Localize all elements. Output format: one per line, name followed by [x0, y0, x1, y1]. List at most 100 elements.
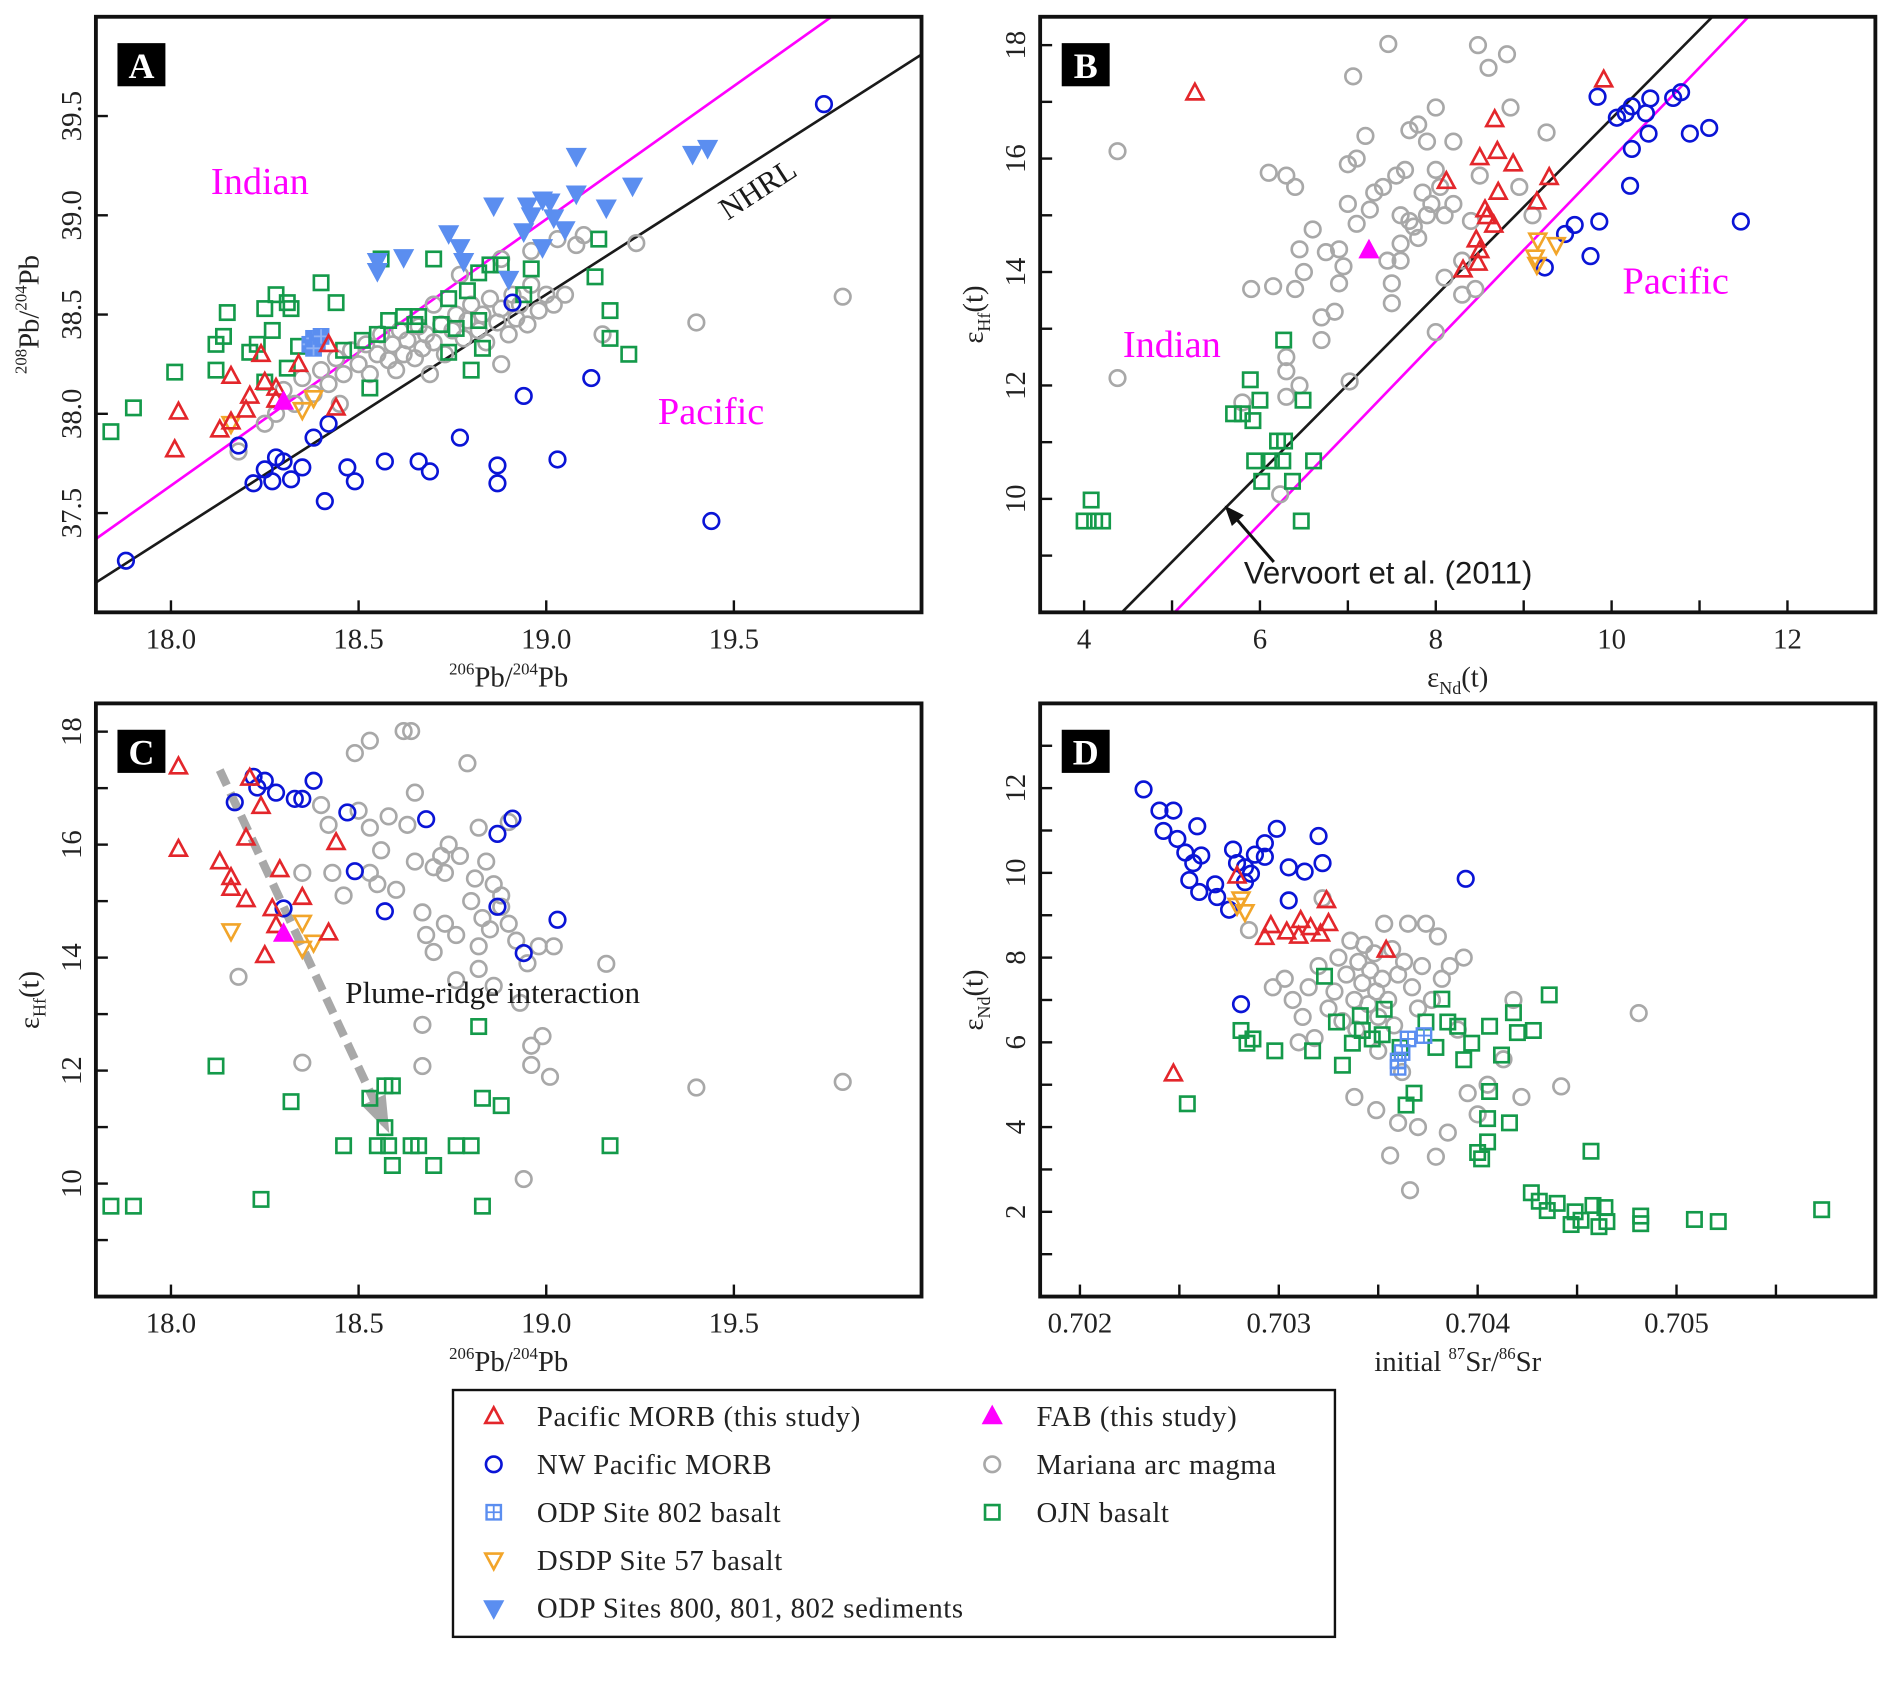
- point-mariana-arc-magma: [360, 731, 379, 750]
- legend-item-odp-sites-800-801-802-sediments: ODP Sites 800, 801, 802 sediments: [483, 1593, 963, 1625]
- point-pacific-morb-this-study: [261, 896, 283, 917]
- point-mariana-arc-magma: [1277, 387, 1296, 406]
- point-mariana-arc-magma: [1242, 279, 1261, 299]
- point-ojn-basalt: [282, 1093, 300, 1111]
- point-mariana-arc-magma: [349, 355, 368, 374]
- point-pacific-morb-this-study: [1487, 180, 1509, 200]
- point-nw-pacific-morb: [488, 474, 507, 493]
- point-mariana-arc-magma: [1412, 956, 1432, 976]
- point-mariana-arc-magma: [447, 925, 466, 945]
- x-tick-label: 19.5: [709, 1308, 759, 1340]
- x-axis-title: εNd(t): [1427, 662, 1488, 698]
- point-mariana-arc-magma: [1263, 978, 1282, 997]
- x-tick-label: 19.5: [709, 623, 759, 655]
- legend-marker: [483, 1600, 505, 1620]
- x-axis-title-part: Sr/: [1465, 1346, 1499, 1378]
- point-ojn-basalt: [425, 1156, 443, 1175]
- point-ojn-basalt: [601, 302, 619, 320]
- point-ojn-basalt: [207, 361, 225, 379]
- point-nw-pacific-morb: [338, 803, 357, 822]
- point-odp-sites-800-801-802-sediments: [453, 253, 475, 273]
- x-tick-label: 18.5: [333, 623, 383, 655]
- point-mariana-arc-magma: [1259, 163, 1278, 182]
- point-nw-pacific-morb: [244, 474, 263, 493]
- point-pacific-morb-this-study: [1538, 165, 1560, 186]
- point-mariana-arc-magma: [435, 863, 455, 882]
- point-mariana-arc-magma: [514, 1169, 533, 1189]
- point-ojn-basalt: [447, 1137, 465, 1155]
- point-mariana-arc-magma: [1523, 206, 1542, 225]
- point-mariana-arc-magma: [1329, 274, 1349, 293]
- x-tick-label: 19.0: [521, 1308, 571, 1340]
- point-mariana-arc-magma: [1293, 1007, 1312, 1027]
- point-nw-pacific-morb: [1180, 870, 1199, 890]
- point-nw-pacific-morb: [514, 386, 533, 406]
- point-ojn-basalt: [380, 1137, 398, 1155]
- series-dsdp-site-57-basalt: [220, 390, 325, 436]
- point-mariana-arc-magma: [387, 361, 406, 380]
- annotation-indian: Indian: [1123, 324, 1221, 366]
- point-mariana-arc-magma: [1466, 279, 1485, 299]
- point-ojn-basalt: [1225, 405, 1243, 423]
- point-odp-sites-800-801-802-sediments: [531, 239, 554, 259]
- y-tick-label: 18: [56, 717, 88, 746]
- point-ojn-basalt: [102, 1197, 120, 1215]
- point-mariana-arc-magma: [518, 315, 537, 334]
- point-mariana-arc-magma: [1108, 368, 1127, 388]
- point-mariana-arc-magma: [1275, 969, 1294, 988]
- marker-grid: [313, 329, 329, 344]
- point-mariana-arc-magma: [447, 971, 466, 990]
- point-mariana-arc-magma: [1375, 914, 1394, 933]
- point-mariana-arc-magma: [1345, 1087, 1364, 1107]
- y-axis-title: εNd(t): [958, 969, 994, 1030]
- point-ojn-basalt: [1274, 452, 1292, 470]
- series-nw-pacific-morb: [1134, 780, 1475, 1014]
- legend-marker: [483, 1404, 505, 1425]
- point-nw-pacific-morb: [229, 436, 248, 455]
- point-nw-pacific-morb: [1581, 247, 1600, 266]
- point-mariana-arc-magma: [1422, 990, 1442, 1010]
- marker-grid: [1400, 1031, 1416, 1047]
- point-nw-pacific-morb: [1671, 83, 1691, 102]
- point-nw-pacific-morb: [1295, 862, 1314, 881]
- point-pacific-morb-this-study: [325, 396, 347, 416]
- point-mariana-arc-magma: [1552, 1077, 1571, 1096]
- y-axis-title-part: (t): [13, 971, 45, 998]
- point-ojn-basalt: [1305, 452, 1323, 470]
- panel-d-plot-area: [1134, 780, 1831, 1236]
- point-mariana-arc-magma: [1438, 1123, 1457, 1142]
- series-nw-pacific-morb: [1535, 83, 1750, 277]
- x-axis-title-part: ε: [1427, 662, 1439, 694]
- point-mariana-arc-magma: [1501, 98, 1520, 117]
- point-mariana-arc-magma: [1454, 948, 1473, 967]
- point-dsdp-site-57-basalt: [1226, 897, 1248, 918]
- point-mariana-arc-magma: [1435, 206, 1454, 225]
- point-mariana-arc-magma: [1629, 1004, 1648, 1023]
- point-mariana-arc-magma: [356, 335, 376, 354]
- point-mariana-arc-magma: [469, 818, 488, 837]
- point-mariana-arc-magma: [311, 795, 331, 815]
- x-axis-title-part: initial: [1374, 1346, 1448, 1378]
- point-mariana-arc-magma: [1510, 177, 1529, 197]
- point-mariana-arc-magma: [1379, 34, 1398, 54]
- point-mariana-arc-magma: [424, 942, 443, 962]
- x-tick-label: 0.704: [1445, 1308, 1510, 1340]
- panel-c: 18.0 18.5 19.0 19.5 10 12 14 16 18 206Pb/204Pb εHf…: [13, 701, 924, 1378]
- point-nw-pacific-morb: [814, 95, 834, 114]
- point-pacific-morb-this-study: [1474, 197, 1496, 218]
- point-dsdp-site-57-basalt: [220, 923, 242, 943]
- point-mariana-arc-magma: [484, 875, 503, 894]
- point-mariana-arc-magma: [1400, 1181, 1420, 1200]
- point-mariana-arc-magma: [1294, 262, 1314, 282]
- point-mariana-arc-magma: [1338, 194, 1357, 214]
- point-ojn-basalt: [1241, 371, 1259, 389]
- point-nw-pacific-morb: [1245, 845, 1265, 864]
- point-nw-pacific-morb: [548, 910, 567, 929]
- point-odp-sites-800-801-802-sediments: [697, 139, 719, 160]
- point-nw-pacific-morb: [1700, 118, 1719, 138]
- annotation-vervoort-et-al-2011: Vervoort et al. (2011): [1244, 556, 1533, 591]
- x-tick-label: 18.0: [146, 623, 196, 655]
- point-mariana-arc-magma: [424, 333, 443, 352]
- point-ojn-basalt: [473, 1197, 491, 1215]
- x-tick-label: 19.0: [521, 623, 571, 655]
